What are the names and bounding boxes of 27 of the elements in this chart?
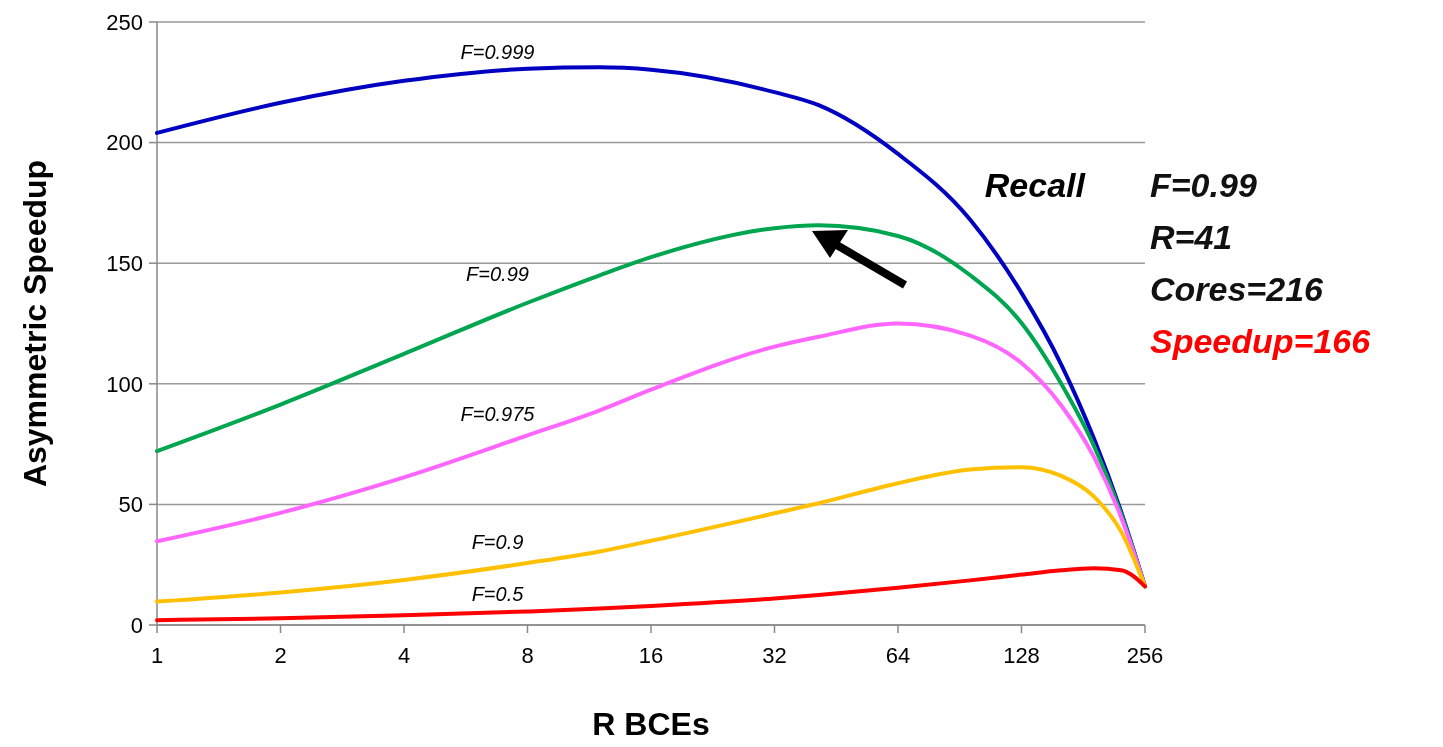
series-label: F=0.5 [471, 583, 525, 606]
x-tick-label: 128 [1003, 643, 1040, 668]
y-tick-label: 200 [106, 130, 143, 156]
text: Cores=216 [1150, 270, 1325, 308]
series-label: F=0.999 [460, 40, 535, 63]
x-tick-label: 2 [274, 643, 287, 668]
series-label: F=0.99 [466, 262, 529, 285]
y-tick-label: 0 [130, 612, 143, 638]
y-tick-label: 150 [106, 250, 143, 276]
x-axis-title: R BCEs [592, 706, 710, 742]
text: Speedup=166 [1150, 322, 1372, 360]
text: R=41 [1150, 218, 1233, 256]
y-axis-title: Asymmetric Speedup [17, 159, 53, 488]
annotation: Recall [984, 166, 1087, 204]
x-tick-label: 16 [638, 643, 664, 668]
y-tick-label: 250 [106, 9, 143, 35]
x-tick-label: 8 [521, 643, 534, 668]
x-tick-label: 256 [1126, 643, 1164, 668]
x-tick-label: 64 [885, 643, 911, 668]
series-label: F=0.9 [471, 531, 524, 554]
series-label: F=0.975 [460, 403, 536, 426]
x-tick-label: 1 [150, 643, 164, 668]
y-tick-label: 50 [118, 492, 143, 518]
text: F=0.99 [1150, 166, 1257, 204]
x-tick-label: 4 [397, 643, 411, 668]
x-tick-label: 32 [762, 643, 787, 668]
y-tick-label: 100 [106, 371, 143, 397]
